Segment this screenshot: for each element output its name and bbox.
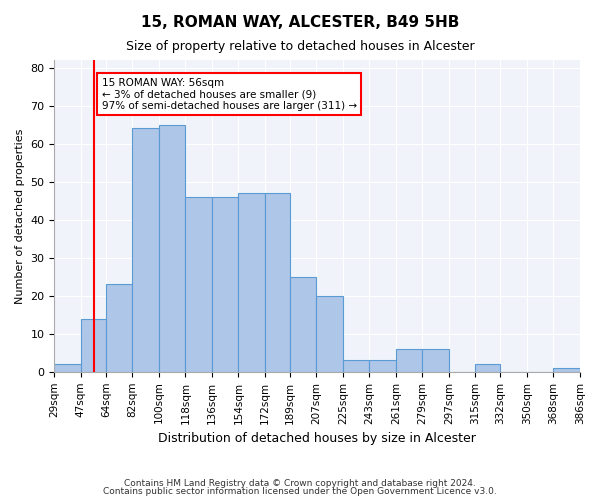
Text: 15 ROMAN WAY: 56sqm
← 3% of detached houses are smaller (9)
97% of semi-detached: 15 ROMAN WAY: 56sqm ← 3% of detached hou… bbox=[101, 78, 356, 111]
Bar bbox=[422, 349, 449, 372]
Text: Contains public sector information licensed under the Open Government Licence v3: Contains public sector information licen… bbox=[103, 487, 497, 496]
Text: Contains HM Land Registry data © Crown copyright and database right 2024.: Contains HM Land Registry data © Crown c… bbox=[124, 478, 476, 488]
Y-axis label: Number of detached properties: Number of detached properties bbox=[15, 128, 25, 304]
Bar bbox=[106, 284, 133, 372]
Bar bbox=[81, 318, 106, 372]
Bar bbox=[290, 277, 316, 372]
Bar bbox=[212, 197, 238, 372]
Bar bbox=[133, 128, 159, 372]
Bar bbox=[370, 360, 396, 372]
Text: 15, ROMAN WAY, ALCESTER, B49 5HB: 15, ROMAN WAY, ALCESTER, B49 5HB bbox=[141, 15, 459, 30]
X-axis label: Distribution of detached houses by size in Alcester: Distribution of detached houses by size … bbox=[158, 432, 476, 445]
Bar bbox=[316, 296, 343, 372]
Bar bbox=[238, 193, 265, 372]
Bar bbox=[475, 364, 500, 372]
Text: Size of property relative to detached houses in Alcester: Size of property relative to detached ho… bbox=[125, 40, 475, 53]
Bar bbox=[396, 349, 422, 372]
Bar bbox=[159, 124, 185, 372]
Bar bbox=[265, 193, 290, 372]
Bar bbox=[185, 197, 212, 372]
Bar bbox=[55, 364, 81, 372]
Bar bbox=[553, 368, 580, 372]
Bar bbox=[343, 360, 370, 372]
